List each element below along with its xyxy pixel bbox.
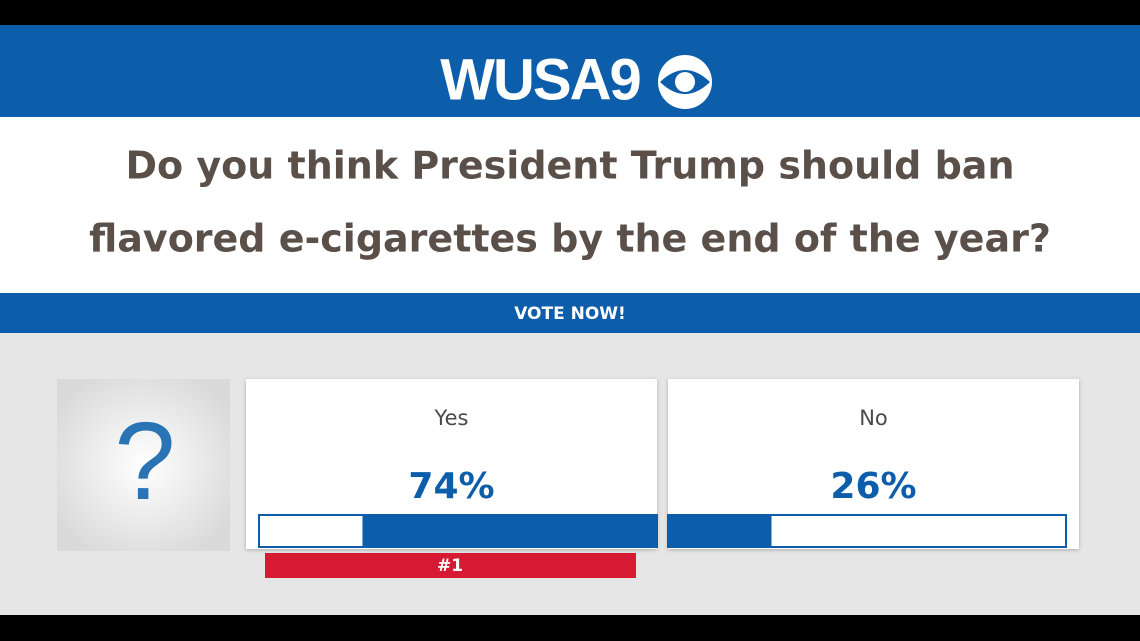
cbs-eye [658, 55, 712, 109]
question-icon: ? [114, 400, 175, 523]
question-line: Do you think President Trump should ban [125, 144, 1014, 188]
option-label: No [859, 406, 888, 430]
logo: WUSA9 [440, 47, 640, 112]
question-line: flavored e-cigarettes by the end of the … [89, 217, 1051, 261]
progress-fill [362, 515, 657, 547]
header [0, 25, 1140, 117]
vote-banner-text: VOTE NOW! [514, 304, 626, 324]
progress-fill [668, 515, 772, 547]
rank-badge [265, 553, 636, 578]
vote-banner [0, 293, 1140, 333]
option-label: Yes [434, 406, 469, 430]
question-icon-box [57, 379, 230, 551]
option-percent: 26% [830, 466, 916, 507]
rank-label: #1 [437, 556, 463, 576]
question-area [0, 117, 1140, 293]
option-percent: 74% [408, 466, 494, 507]
